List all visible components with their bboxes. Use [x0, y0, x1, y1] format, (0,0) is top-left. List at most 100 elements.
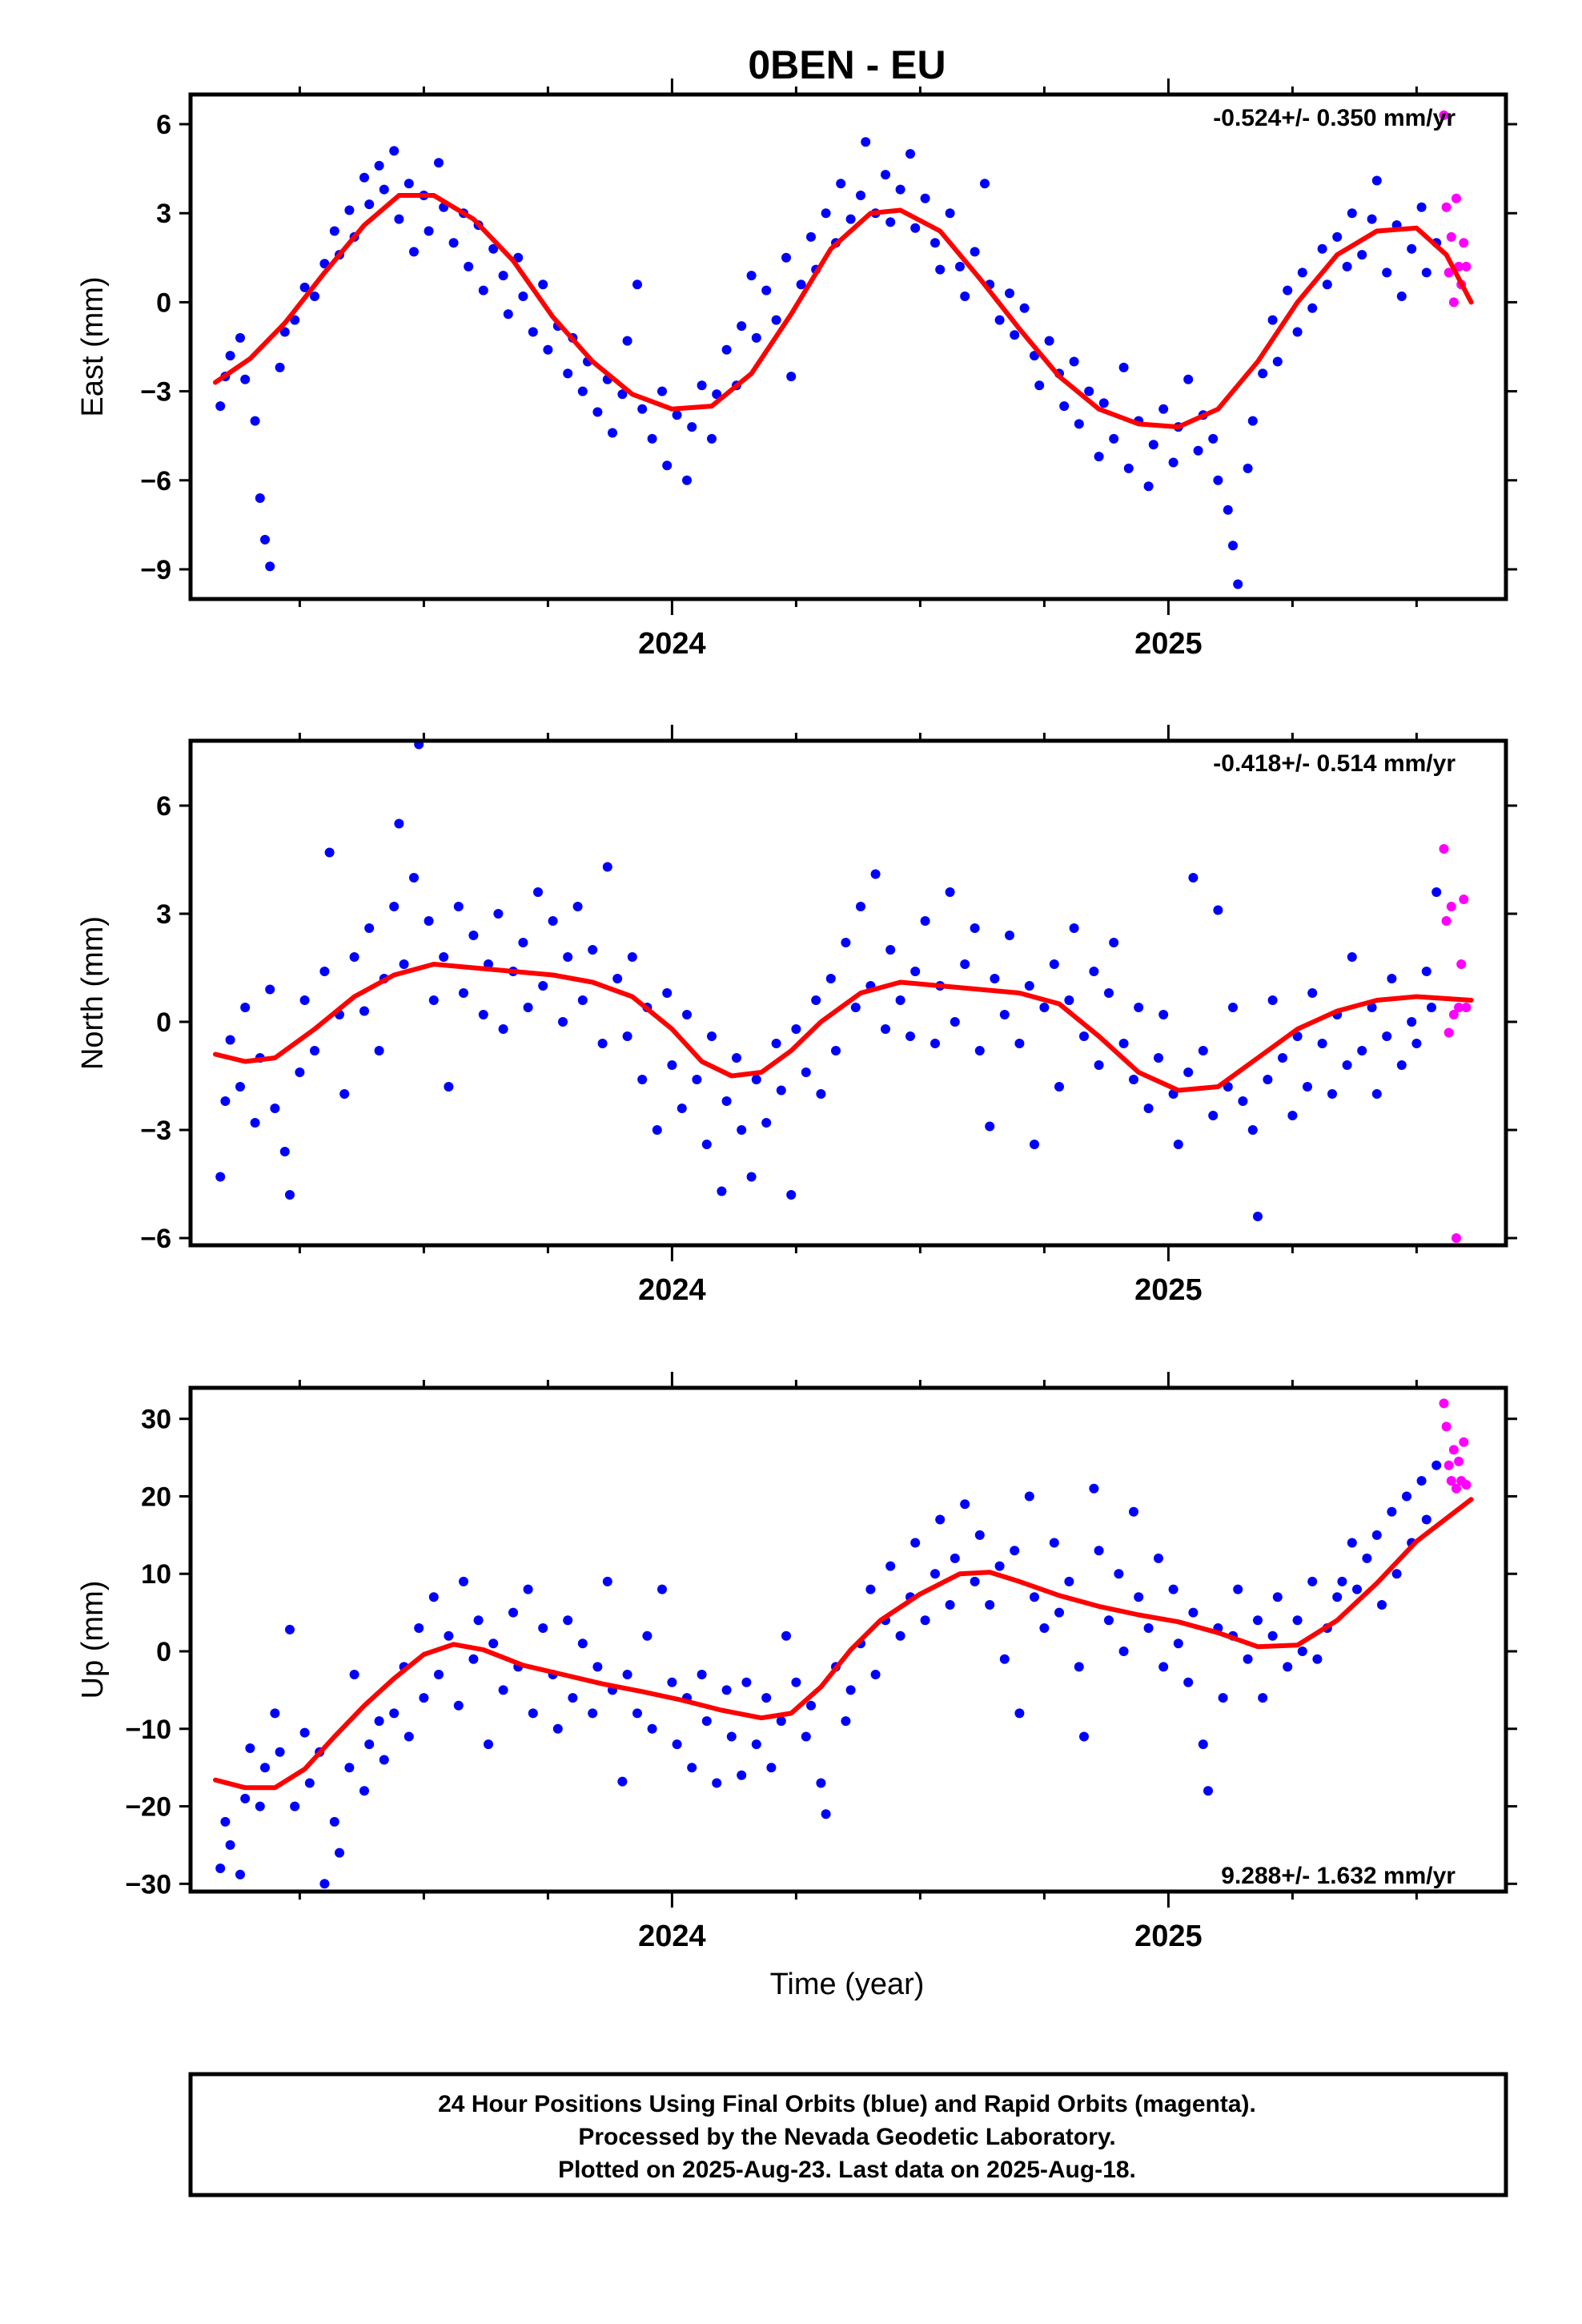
final-orbit-point [1158, 404, 1169, 414]
final-orbit-point [428, 995, 439, 1005]
final-orbit-point [667, 1677, 677, 1687]
final-orbit-point [672, 410, 682, 420]
final-orbit-point [409, 247, 419, 257]
final-orbit-point [275, 362, 285, 372]
final-orbit-point [453, 902, 464, 911]
final-orbit-point [1074, 1662, 1084, 1672]
final-orbit-point [1014, 1039, 1025, 1048]
final-orbit-point [528, 327, 538, 337]
y-tick-label: 30 [141, 1405, 171, 1435]
final-orbit-point [701, 1716, 712, 1727]
final-orbit-point [444, 1082, 454, 1092]
final-orbit-point [608, 428, 617, 438]
final-orbit-point [974, 1530, 985, 1540]
final-orbit-point [920, 193, 930, 203]
final-orbit-point [672, 1739, 682, 1750]
final-orbit-point [1371, 1530, 1382, 1540]
x-tick-label: 2024 [638, 1273, 706, 1307]
final-orbit-point [1267, 315, 1278, 325]
final-orbit-point [572, 902, 583, 911]
final-orbit-point [950, 1553, 960, 1563]
final-orbit-point [945, 208, 955, 219]
final-orbit-point [518, 938, 528, 947]
final-orbit-point [637, 1075, 648, 1084]
final-orbit-point [324, 847, 335, 858]
final-orbit-point [364, 1739, 375, 1750]
final-orbit-point [448, 238, 459, 248]
final-orbit-point [1069, 923, 1079, 933]
final-orbit-point [374, 1046, 384, 1055]
final-orbit-point [1357, 1046, 1367, 1055]
final-orbit-point [945, 1600, 955, 1610]
final-orbit-point [1024, 981, 1034, 991]
final-orbit-point [270, 1104, 280, 1113]
final-orbit-point [994, 1561, 1005, 1571]
final-orbit-point [478, 285, 488, 296]
final-orbit-point [1223, 505, 1233, 515]
final-orbit-point [801, 1068, 811, 1077]
rapid-orbit-point [1441, 916, 1452, 926]
rapid-orbit-point [1459, 895, 1469, 904]
y-tick-label: −30 [125, 1869, 171, 1900]
plot-frame [188, 1385, 1508, 1894]
final-orbit-point [543, 344, 553, 355]
final-orbit-point [836, 179, 846, 189]
final-orbit-point [468, 1654, 479, 1664]
x-tick-label: 2025 [1134, 1920, 1203, 1953]
y-tick-label: −20 [125, 1792, 171, 1823]
final-orbit-point [1193, 445, 1203, 456]
rapid-orbit-point [1439, 844, 1449, 854]
final-orbit-point [1054, 1082, 1064, 1092]
final-orbit-point [612, 974, 623, 983]
final-orbit-point [329, 1816, 339, 1827]
final-orbit-point [498, 271, 508, 281]
final-orbit-point [588, 945, 598, 955]
panel-north: 6 3 0 −3 −6 2024 2025 North (mm) -0.418+/- 0.514… [76, 725, 1517, 1307]
final-orbit-point [811, 995, 821, 1005]
final-orbit-point [389, 146, 400, 156]
final-orbit-point [1307, 988, 1318, 998]
final-orbit-point [1208, 433, 1219, 444]
final-orbit-point [622, 1031, 632, 1041]
final-orbit-point [692, 1075, 702, 1084]
final-orbit-point [464, 261, 474, 271]
final-orbit-point [821, 1809, 831, 1819]
final-orbit-point [577, 1638, 588, 1649]
final-orbit-point [697, 1670, 707, 1679]
rapid-orbit-point [1448, 1010, 1459, 1019]
final-orbit-point [682, 475, 692, 485]
final-orbit-point [1307, 303, 1318, 313]
final-orbit-point [498, 1024, 508, 1034]
final-orbit-point [1005, 288, 1014, 299]
rapid-orbit-point [1456, 959, 1467, 969]
final-orbit-point [319, 967, 330, 976]
final-orbit-point [895, 1630, 905, 1641]
rapid-orbit-point [1459, 238, 1469, 248]
final-orbit-point [1362, 1553, 1372, 1563]
final-orbit-point [1258, 368, 1268, 379]
final-orbit-point [1411, 1039, 1422, 1048]
final-orbit-point [1382, 1031, 1392, 1041]
final-orbit-point [299, 282, 310, 292]
rapid-orbit-point [1446, 902, 1456, 911]
final-orbit-point [1317, 243, 1327, 254]
final-orbit-point [1098, 398, 1109, 408]
final-orbit-point [994, 315, 1005, 325]
final-orbit-point [1287, 1111, 1298, 1120]
final-orbit-point [751, 332, 761, 343]
plot-frame [188, 738, 1508, 1248]
final-orbit-point [1387, 1506, 1397, 1517]
final-orbit-point [444, 1630, 454, 1641]
footer-box: 24 Hour Positions Using Final Orbits (bl… [188, 2072, 1508, 2197]
final-orbit-point [1377, 1600, 1387, 1610]
final-orbit-point [1005, 931, 1014, 940]
final-orbit-point [1322, 279, 1332, 290]
final-orbit-point [409, 873, 419, 883]
final-orbit-point [930, 1569, 940, 1579]
final-orbit-point [374, 160, 384, 171]
final-orbit-point [786, 1190, 797, 1200]
final-orbit-point [404, 179, 414, 189]
y-tick-label: 20 [141, 1482, 171, 1512]
final-orbit-point [1094, 1060, 1104, 1070]
final-orbit-point [215, 1172, 226, 1182]
